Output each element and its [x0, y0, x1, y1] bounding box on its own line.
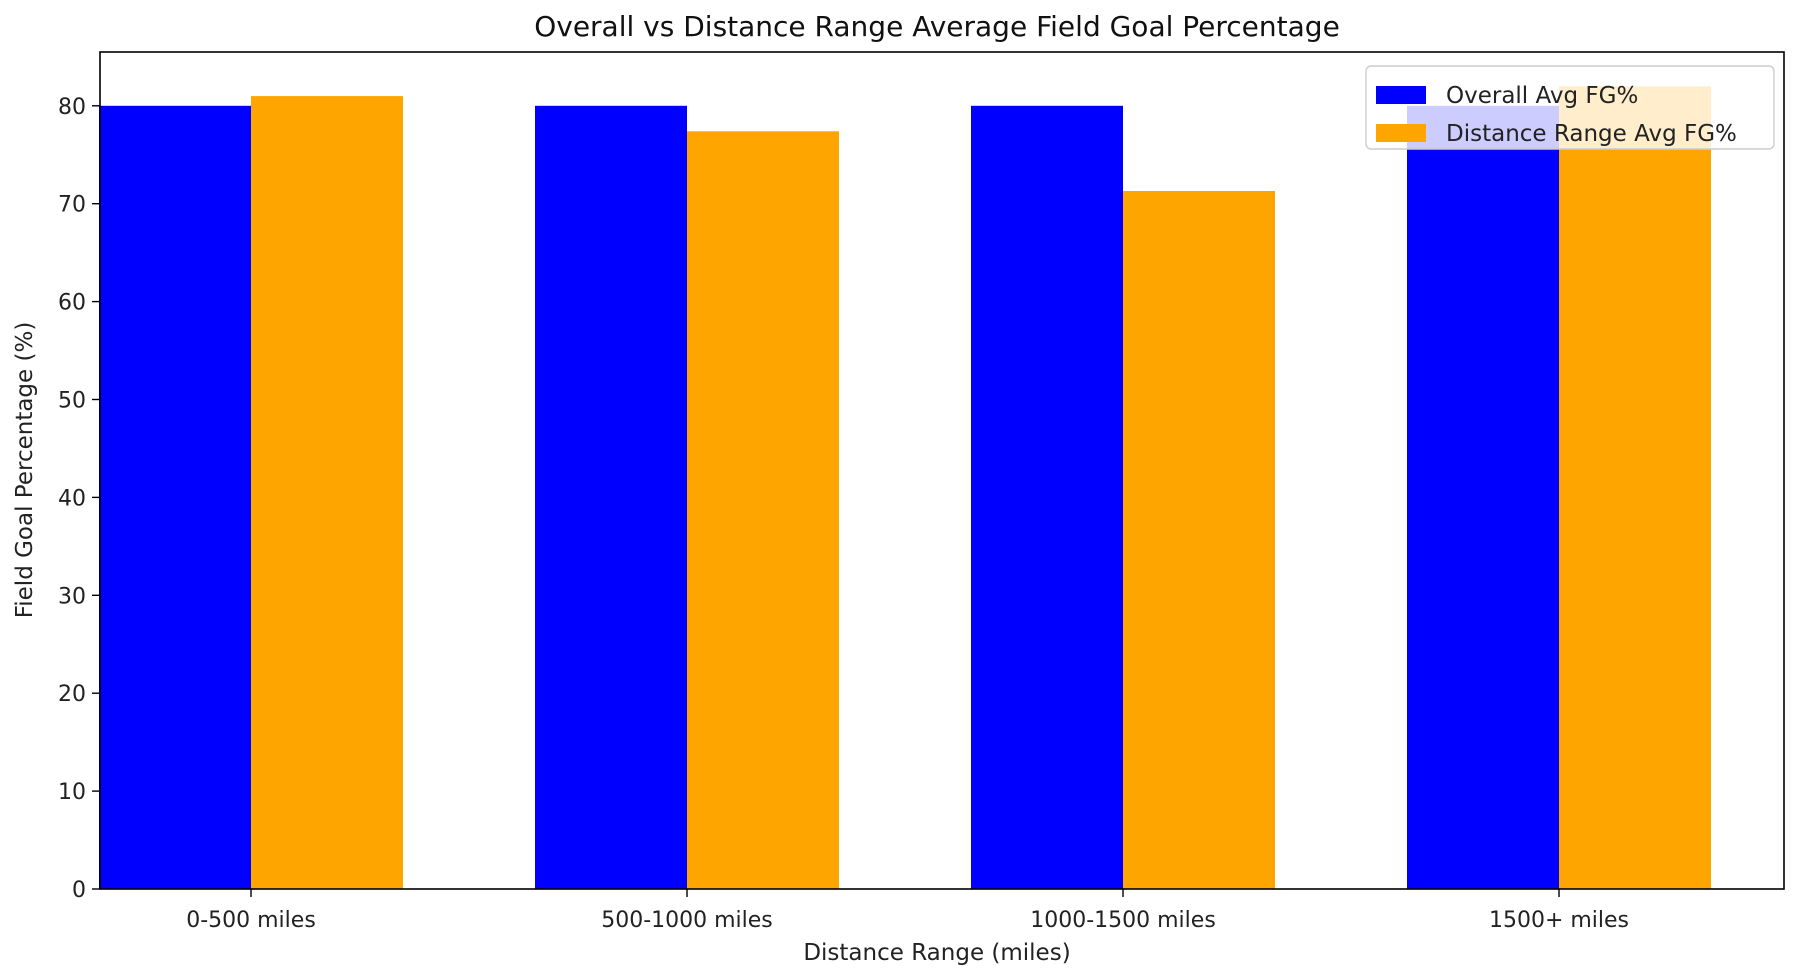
chart-title: Overall vs Distance Range Average Field … — [534, 10, 1340, 43]
legend: Overall Avg FG% Distance Range Avg FG% — [1365, 65, 1775, 150]
bar-distance-range-4 — [1559, 86, 1711, 890]
bar-overall-1 — [99, 105, 251, 890]
bar-distance-range-1 — [251, 96, 403, 890]
x-tick-label: 0-500 miles — [186, 908, 316, 933]
x-axis: 0-500 miles 500-1000 miles 1000-1500 miles… — [186, 889, 1629, 933]
bar-overall-2 — [535, 105, 687, 890]
y-tick-label: 10 — [58, 780, 86, 805]
legend-label-2: Distance Range Avg FG% — [1446, 121, 1737, 147]
legend-box — [1365, 65, 1775, 150]
y-tick-label: 80 — [58, 95, 86, 120]
y-tick-label: 70 — [58, 193, 86, 218]
x-tick-label: 500-1000 miles — [601, 908, 773, 933]
bar-overall-3 — [971, 105, 1123, 890]
y-axis-label: Field Goal Percentage (%) — [12, 322, 38, 619]
y-axis: 0 10 20 30 40 50 60 70 80 — [58, 95, 100, 903]
y-tick-label: 0 — [72, 878, 86, 903]
y-tick-label: 30 — [58, 584, 86, 609]
x-axis-label: Distance Range (miles) — [803, 940, 1070, 966]
plot-frame — [99, 51, 1785, 890]
bar-distance-range-3 — [1123, 191, 1275, 889]
legend-swatch-2 — [1376, 124, 1426, 142]
y-tick-label: 20 — [58, 682, 86, 707]
bar-overall-4 — [1407, 105, 1559, 890]
bar-distance-range-2 — [687, 131, 839, 890]
x-tick-label: 1000-1500 miles — [1030, 908, 1216, 933]
y-tick-label: 50 — [58, 389, 86, 414]
legend-swatch-1 — [1376, 86, 1426, 104]
y-tick-label: 60 — [58, 291, 86, 316]
x-tick-label: 1500+ miles — [1489, 908, 1629, 933]
legend-label-1: Overall Avg FG% — [1446, 83, 1638, 109]
y-tick-label: 40 — [58, 486, 86, 511]
bars-group — [99, 86, 1711, 890]
